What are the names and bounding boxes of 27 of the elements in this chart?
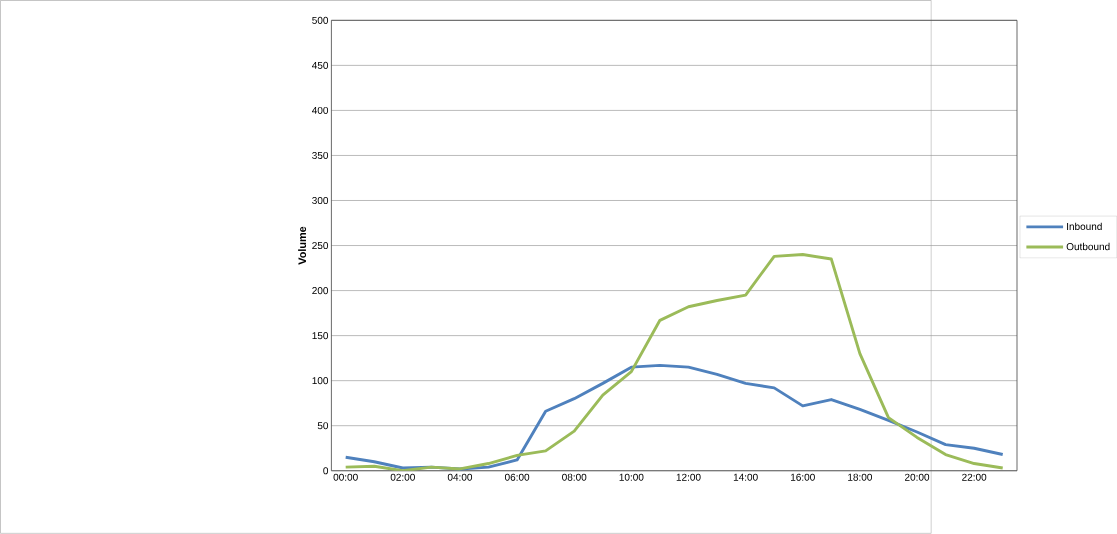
x-tick-label: 02:00	[390, 473, 415, 481]
x-tick-label: 10:00	[619, 473, 644, 481]
x-tick-label: 22:00	[962, 473, 987, 481]
y-tick-label: 400	[311, 106, 329, 115]
y-tick-label: 500	[312, 16, 329, 24]
x-tick-label: 14:00	[733, 473, 758, 481]
y-tick-label: 250	[312, 242, 329, 250]
y-tick-label: 300	[312, 197, 329, 205]
x-tick-label: 06:00	[504, 473, 530, 481]
legend-label: Inbound	[1067, 222, 1102, 231]
x-tick-label: 00:00	[333, 473, 358, 481]
x-tick-label: 04:00	[447, 473, 473, 481]
x-tick-label: 20:00	[905, 473, 930, 481]
x-tick-label: 16:00	[791, 473, 815, 481]
y-tick-label: 200	[312, 287, 329, 295]
y-axis-title: Volume	[298, 226, 307, 265]
x-tick-label: 18:00	[848, 473, 873, 481]
y-tick-label: 150	[312, 332, 329, 340]
legend-label: Outbound	[1066, 242, 1110, 251]
y-tick-label: 0	[323, 467, 329, 475]
y-tick-label: 50	[317, 422, 329, 430]
y-tick-label: 350	[312, 152, 329, 160]
x-tick-label: 12:00	[676, 473, 701, 481]
y-tick-label: 100	[312, 377, 329, 385]
y-tick-label: 450	[311, 61, 329, 70]
x-tick-label: 08:00	[562, 473, 587, 481]
line-series	[344, 253, 1005, 471]
